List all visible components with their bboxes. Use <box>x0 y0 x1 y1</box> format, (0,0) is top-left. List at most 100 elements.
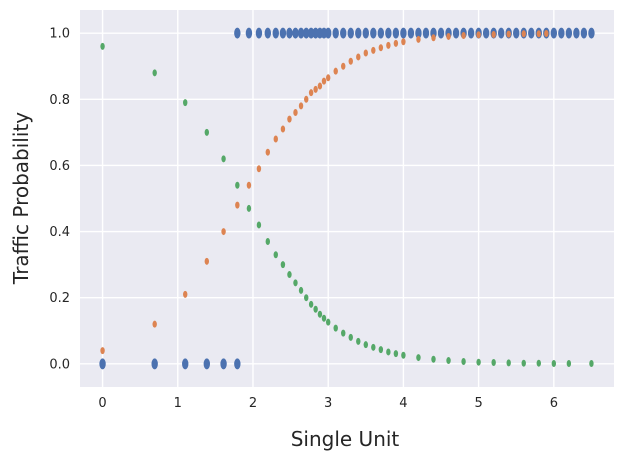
y-tick-label: 0.8 <box>49 93 70 108</box>
data-point <box>385 27 392 39</box>
data-point <box>566 360 572 368</box>
data-point <box>551 360 557 368</box>
y-axis-label: Traffic Probability <box>9 112 33 285</box>
data-point <box>437 27 445 39</box>
data-point <box>182 358 189 370</box>
data-point <box>356 337 361 345</box>
data-point <box>446 32 451 40</box>
data-point <box>321 77 327 85</box>
data-point <box>362 27 370 39</box>
data-point <box>401 38 406 46</box>
data-point <box>521 359 526 367</box>
data-point <box>340 27 347 39</box>
y-tick-labels: 0.0 0.2 0.4 0.6 0.8 1.0 <box>49 27 70 373</box>
plot-background <box>80 10 614 387</box>
data-point <box>273 135 278 143</box>
data-point <box>378 346 384 354</box>
data-point <box>183 99 188 107</box>
data-point <box>341 62 346 70</box>
data-point <box>363 341 369 349</box>
data-point <box>313 305 318 313</box>
x-tick-label: 1 <box>174 396 182 411</box>
data-point <box>371 46 376 54</box>
data-point <box>100 347 105 355</box>
data-point <box>348 57 353 65</box>
data-point <box>341 329 346 337</box>
data-point <box>265 237 271 245</box>
data-point <box>293 279 298 287</box>
data-point <box>476 358 481 366</box>
data-point <box>377 27 385 39</box>
data-point <box>416 354 421 362</box>
data-point <box>308 89 314 97</box>
data-point <box>506 30 511 38</box>
x-tick-label: 0 <box>98 396 106 411</box>
data-point <box>293 109 298 117</box>
x-axis-label: Single Unit <box>291 427 400 451</box>
data-point <box>467 27 475 39</box>
data-point <box>386 348 391 356</box>
data-point <box>234 27 241 39</box>
data-point <box>348 333 353 341</box>
data-point <box>491 359 496 367</box>
data-point <box>386 41 391 49</box>
data-point <box>304 294 309 302</box>
data-point <box>431 34 436 42</box>
data-point <box>536 30 541 38</box>
x-tick-label: 3 <box>324 396 332 411</box>
data-point <box>255 27 263 39</box>
data-point <box>536 359 541 367</box>
data-point <box>431 355 436 363</box>
data-point <box>558 27 565 39</box>
data-point <box>280 125 286 133</box>
data-point <box>152 69 157 77</box>
x-tick-labels: 0 1 2 3 4 5 6 <box>98 396 558 411</box>
x-tick-label: 4 <box>399 396 407 411</box>
data-point <box>183 290 188 298</box>
data-point <box>245 27 253 39</box>
data-point <box>401 351 406 359</box>
data-point <box>264 27 272 39</box>
data-point <box>307 27 315 39</box>
data-point <box>279 27 287 39</box>
data-point <box>356 53 361 61</box>
data-point <box>325 74 331 82</box>
y-tick-label: 0.0 <box>49 357 70 372</box>
series-2 <box>100 29 549 355</box>
x-tick-label: 5 <box>474 396 482 411</box>
data-point <box>317 310 323 318</box>
y-tick-label: 1.0 <box>49 27 70 42</box>
data-point <box>363 49 369 57</box>
data-point <box>151 358 158 370</box>
data-point <box>204 128 210 136</box>
data-point <box>573 27 580 39</box>
data-point <box>446 357 451 365</box>
data-point <box>550 27 558 39</box>
data-point <box>588 27 595 39</box>
x-tick-label: 6 <box>550 396 558 411</box>
data-point <box>308 300 314 308</box>
data-point <box>297 27 305 39</box>
data-point <box>452 27 460 39</box>
data-point <box>292 27 299 39</box>
data-point <box>347 27 354 39</box>
data-point <box>476 31 481 39</box>
data-point <box>416 35 421 43</box>
data-point <box>393 39 399 47</box>
data-point <box>371 343 376 351</box>
series-3 <box>100 42 594 368</box>
data-point <box>461 31 466 39</box>
data-point <box>325 318 331 326</box>
data-point <box>528 27 535 39</box>
data-point <box>513 27 520 39</box>
data-point <box>313 85 318 93</box>
data-point <box>370 27 377 39</box>
data-point <box>256 165 262 173</box>
data-point <box>246 181 252 189</box>
data-point <box>272 27 279 39</box>
data-point <box>332 27 339 39</box>
data-point <box>461 358 466 366</box>
data-point <box>324 27 332 39</box>
y-tick-label: 0.4 <box>49 225 70 240</box>
